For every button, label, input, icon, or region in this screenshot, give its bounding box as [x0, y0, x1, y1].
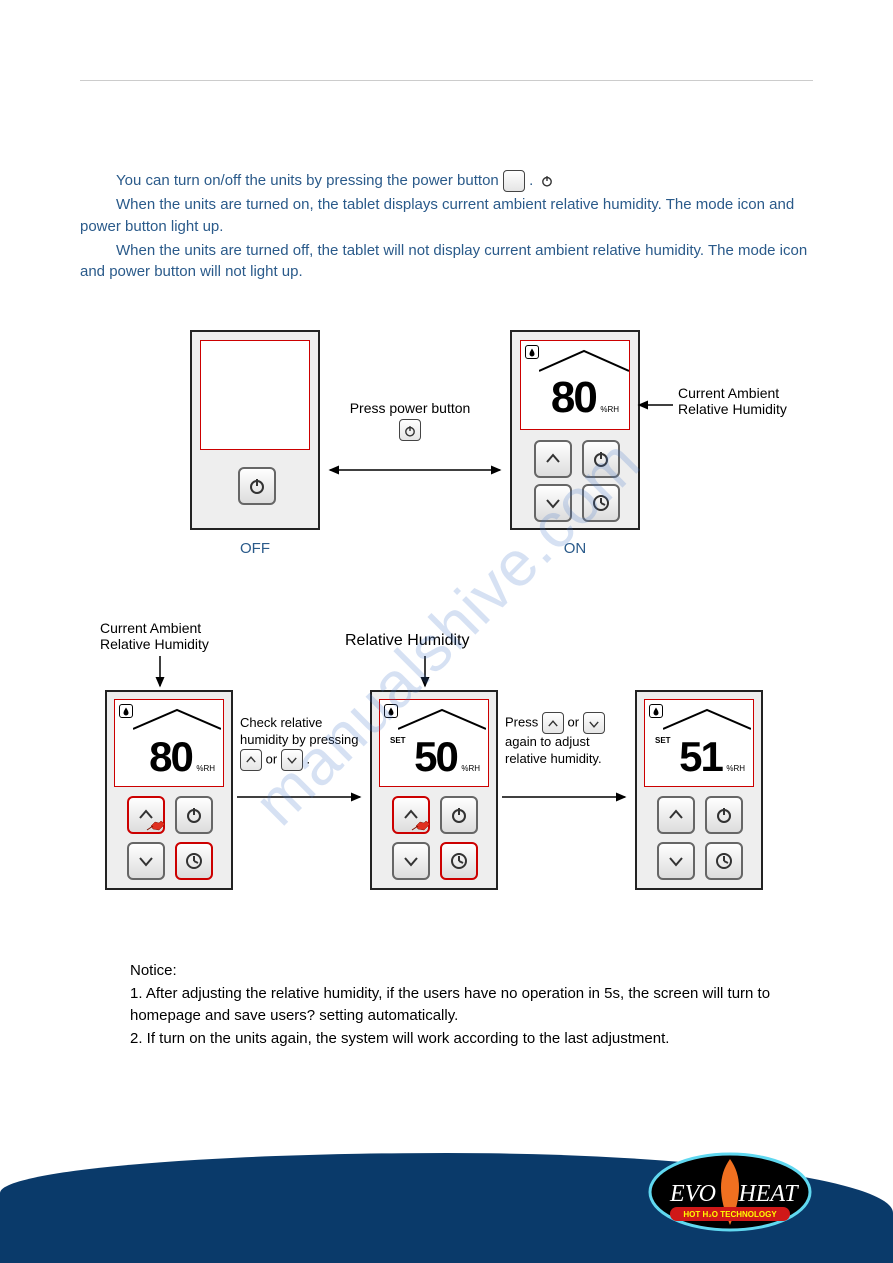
- power-button[interactable]: [705, 796, 743, 834]
- panel1-unit: %RH: [196, 764, 215, 773]
- device-off-screen: [200, 340, 310, 450]
- up-button[interactable]: [657, 796, 695, 834]
- label-current-ambient: Current Ambient Relative Humidity: [100, 620, 250, 652]
- notice-heading: Notice:: [130, 960, 813, 983]
- down-button[interactable]: [657, 842, 695, 880]
- intro-line2: When the units are turned on, the tablet…: [80, 194, 833, 238]
- display-value: 80: [551, 373, 596, 422]
- notice-block: Notice: 1. After adjusting the relative …: [130, 960, 813, 1050]
- off-caption: OFF: [190, 540, 320, 557]
- brand-logo: EVO HEAT HOT H₂O TECHNOLOGY: [648, 1151, 813, 1233]
- clock-button[interactable]: [582, 484, 620, 522]
- drop-icon: [525, 345, 539, 359]
- power-icon: [399, 419, 421, 441]
- notice-item-1: 1. After adjusting the relative humidity…: [130, 983, 813, 1028]
- display-unit: %RH: [600, 405, 619, 414]
- arrow-right-1: [235, 790, 365, 804]
- power-button[interactable]: [175, 796, 213, 834]
- bidirectional-arrow: [320, 460, 510, 480]
- callout-arrow: [635, 395, 675, 415]
- logo-tagline: HOT H₂O TECHNOLOGY: [683, 1210, 777, 1219]
- down-button[interactable]: [392, 842, 430, 880]
- device-panel-1: 80 %RH: [105, 690, 233, 890]
- device-on: 80 %RH: [510, 330, 640, 530]
- label-relative-humidity: Relative Humidity: [345, 632, 505, 650]
- intro-line3: When the units are turned off, the table…: [80, 240, 833, 284]
- roof-icon: [663, 708, 751, 732]
- header-rule: [80, 80, 813, 81]
- device-panel-2: SET 50 %RH: [370, 690, 498, 890]
- on-caption: ON: [510, 540, 640, 557]
- notice-item-2: 2. If turn on the units again, the syste…: [130, 1028, 813, 1051]
- device-panel-3: SET 51 %RH: [635, 690, 763, 890]
- callout-humidity: Current Ambient Relative Humidity: [678, 385, 818, 417]
- panel2-screen: SET 50 %RH: [379, 699, 489, 787]
- drop-icon: [119, 704, 133, 718]
- power-icon-inline: [503, 170, 525, 192]
- down-icon: [583, 712, 605, 734]
- arrow-right-2: [500, 790, 630, 804]
- power-button[interactable]: [238, 467, 276, 505]
- device-off: [190, 330, 320, 530]
- arrow-down-2: [415, 656, 435, 691]
- clock-button[interactable]: [705, 842, 743, 880]
- panel3-unit: %RH: [726, 764, 745, 773]
- arrow-down-1: [150, 656, 170, 691]
- down-button[interactable]: [534, 484, 572, 522]
- panel1-value: 80: [149, 733, 192, 780]
- clock-button[interactable]: [440, 842, 478, 880]
- panel2-value: 50: [414, 733, 457, 780]
- roof-icon: [133, 708, 221, 732]
- hand-cursor-icon: [410, 812, 438, 840]
- drop-icon: [384, 704, 398, 718]
- drop-icon: [649, 704, 663, 718]
- down-button[interactable]: [127, 842, 165, 880]
- panel2-unit: %RH: [461, 764, 480, 773]
- instruction-1: Check relative humidity by pressing or .: [240, 715, 365, 771]
- hand-cursor-icon: [145, 812, 173, 840]
- power-button[interactable]: [440, 796, 478, 834]
- instruction-2: Press or again to adjust relative humidi…: [505, 712, 630, 768]
- panel3-set: SET: [655, 736, 671, 745]
- clock-button[interactable]: [175, 842, 213, 880]
- up-icon: [240, 749, 262, 771]
- logo-right: HEAT: [737, 1181, 799, 1207]
- panel1-screen: 80 %RH: [114, 699, 224, 787]
- up-button[interactable]: [534, 440, 572, 478]
- panel3-value: 51: [679, 733, 722, 780]
- power-button[interactable]: [582, 440, 620, 478]
- roof-icon: [398, 708, 486, 732]
- panel3-screen: SET 51 %RH: [644, 699, 754, 787]
- up-icon: [542, 712, 564, 734]
- logo-left: EVO: [669, 1181, 716, 1207]
- device-on-screen: 80 %RH: [520, 340, 630, 430]
- press-power-label: Press power button: [330, 400, 490, 441]
- down-icon: [281, 749, 303, 771]
- intro-line1-post: .: [529, 172, 533, 189]
- intro-text: You can turn on/off the units by pressin…: [80, 170, 833, 285]
- roof-icon: [539, 349, 629, 374]
- panel2-set: SET: [390, 736, 406, 745]
- intro-line1-pre: You can turn on/off the units by pressin…: [116, 172, 503, 189]
